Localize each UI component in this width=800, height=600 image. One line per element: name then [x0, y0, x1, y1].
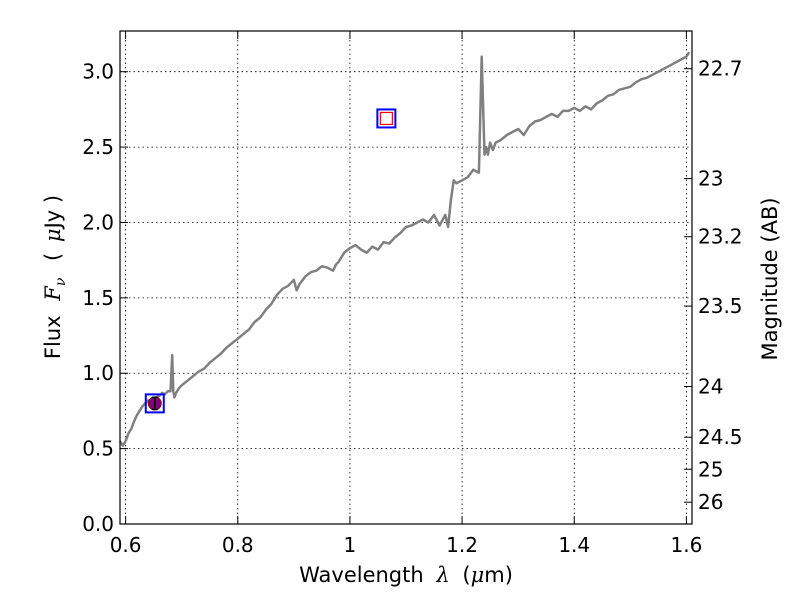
x-tick-label-4: 1.4 [558, 533, 590, 557]
y2-tick-label-3: 23.5 [698, 294, 743, 318]
x-axis-label-unit-open: ( [462, 563, 470, 587]
y-axis-label-unit-rest: Jy ) [41, 195, 65, 231]
grid-lines [120, 31, 692, 524]
x-tick-label-5: 1.6 [670, 533, 702, 557]
y-tick-label-3: 1.5 [82, 286, 114, 310]
y2-tick-label-0: 22.7 [698, 57, 743, 81]
y-axis-label: Flux Fν ( μJy ) [41, 195, 70, 359]
y-axis-label-symbol: F [41, 285, 65, 302]
y-axis-label-prefix: Flux [41, 315, 65, 359]
plot-frame [119, 30, 693, 525]
y2-tick-label-5: 24.5 [698, 425, 743, 449]
y-tick-label-1: 0.5 [82, 437, 114, 461]
x-tick-label-3: 1.2 [446, 533, 478, 557]
x-tick-label-1: 0.8 [222, 533, 254, 557]
photometry-box-0 [144, 393, 165, 414]
y-tick-label-0: 0.0 [82, 512, 114, 536]
y2-tick-label-7: 26 [698, 490, 723, 514]
y-tick-label-2: 1.0 [82, 361, 114, 385]
y2-tick-label-4: 24 [698, 375, 723, 399]
y2-tick-label-6: 25 [698, 457, 723, 481]
photometry-marker-1 [379, 111, 393, 126]
x-axis-label-prefix: Wavelength [299, 563, 424, 587]
y-tick-label-6: 3.0 [82, 60, 114, 84]
y-tick-label-4: 2.0 [82, 210, 114, 234]
photometry-points [144, 108, 397, 414]
y2-tick-label-1: 23 [698, 167, 723, 191]
y2-tick-label-2: 23.2 [698, 225, 743, 249]
x-axis-label-symbol: λ [435, 563, 449, 587]
x-tick-label-2: 1 [344, 533, 357, 557]
y-axis-label-unit-open: ( [41, 253, 65, 261]
y2-axis-label: Magnitude (AB) [758, 197, 782, 360]
y-tick-label-5: 2.5 [82, 135, 114, 159]
spectrum-line [118, 51, 691, 447]
photometry-box-1 [376, 108, 397, 129]
x-axis-label-unit-rest: m) [484, 563, 513, 587]
y-axis-label-unit-mu: μ [41, 228, 65, 242]
axis-ticks: 0.6 0.8 1 1.2 1.4 1.6 0.0 0.5 1.0 1.5 2.0 2.5 3.0 22.… [82, 31, 743, 557]
x-tick-label-0: 0.6 [110, 533, 142, 557]
x-axis-label-unit-mu: μ [471, 563, 485, 587]
y-axis-label-subscript: ν [53, 277, 69, 286]
x-axis-label: Wavelength λ (μm) [299, 563, 513, 587]
